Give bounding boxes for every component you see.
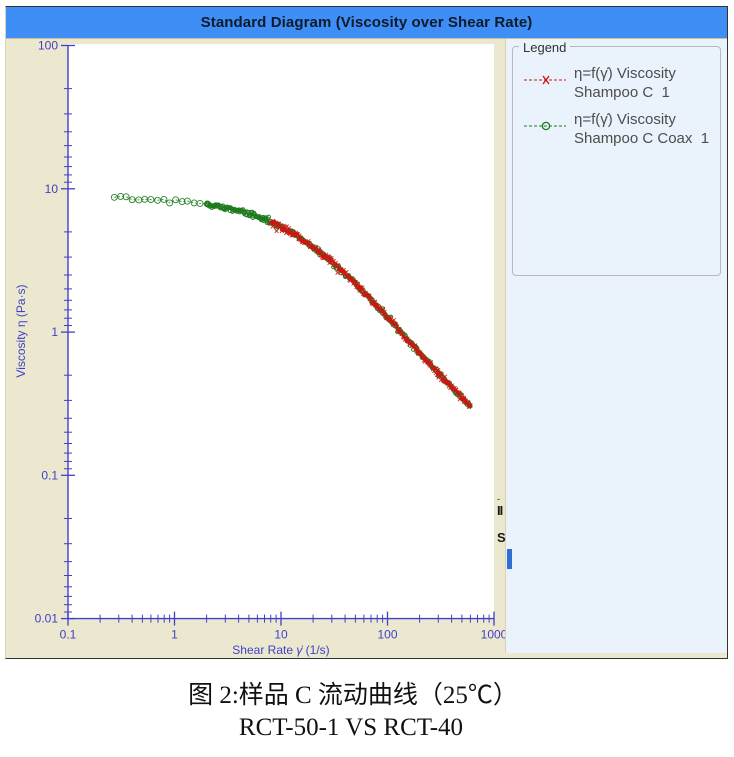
- svg-text:0.01: 0.01: [35, 612, 59, 626]
- svg-text:10: 10: [274, 628, 288, 642]
- svg-text:100: 100: [38, 39, 58, 53]
- svg-text:100: 100: [377, 628, 397, 642]
- svg-text:1: 1: [171, 628, 178, 642]
- svg-text:1: 1: [51, 325, 58, 339]
- svg-text:10: 10: [45, 182, 59, 196]
- svg-text:0.1: 0.1: [41, 468, 58, 482]
- svg-text:0.1: 0.1: [60, 628, 77, 642]
- svg-text:1000: 1000: [481, 628, 508, 642]
